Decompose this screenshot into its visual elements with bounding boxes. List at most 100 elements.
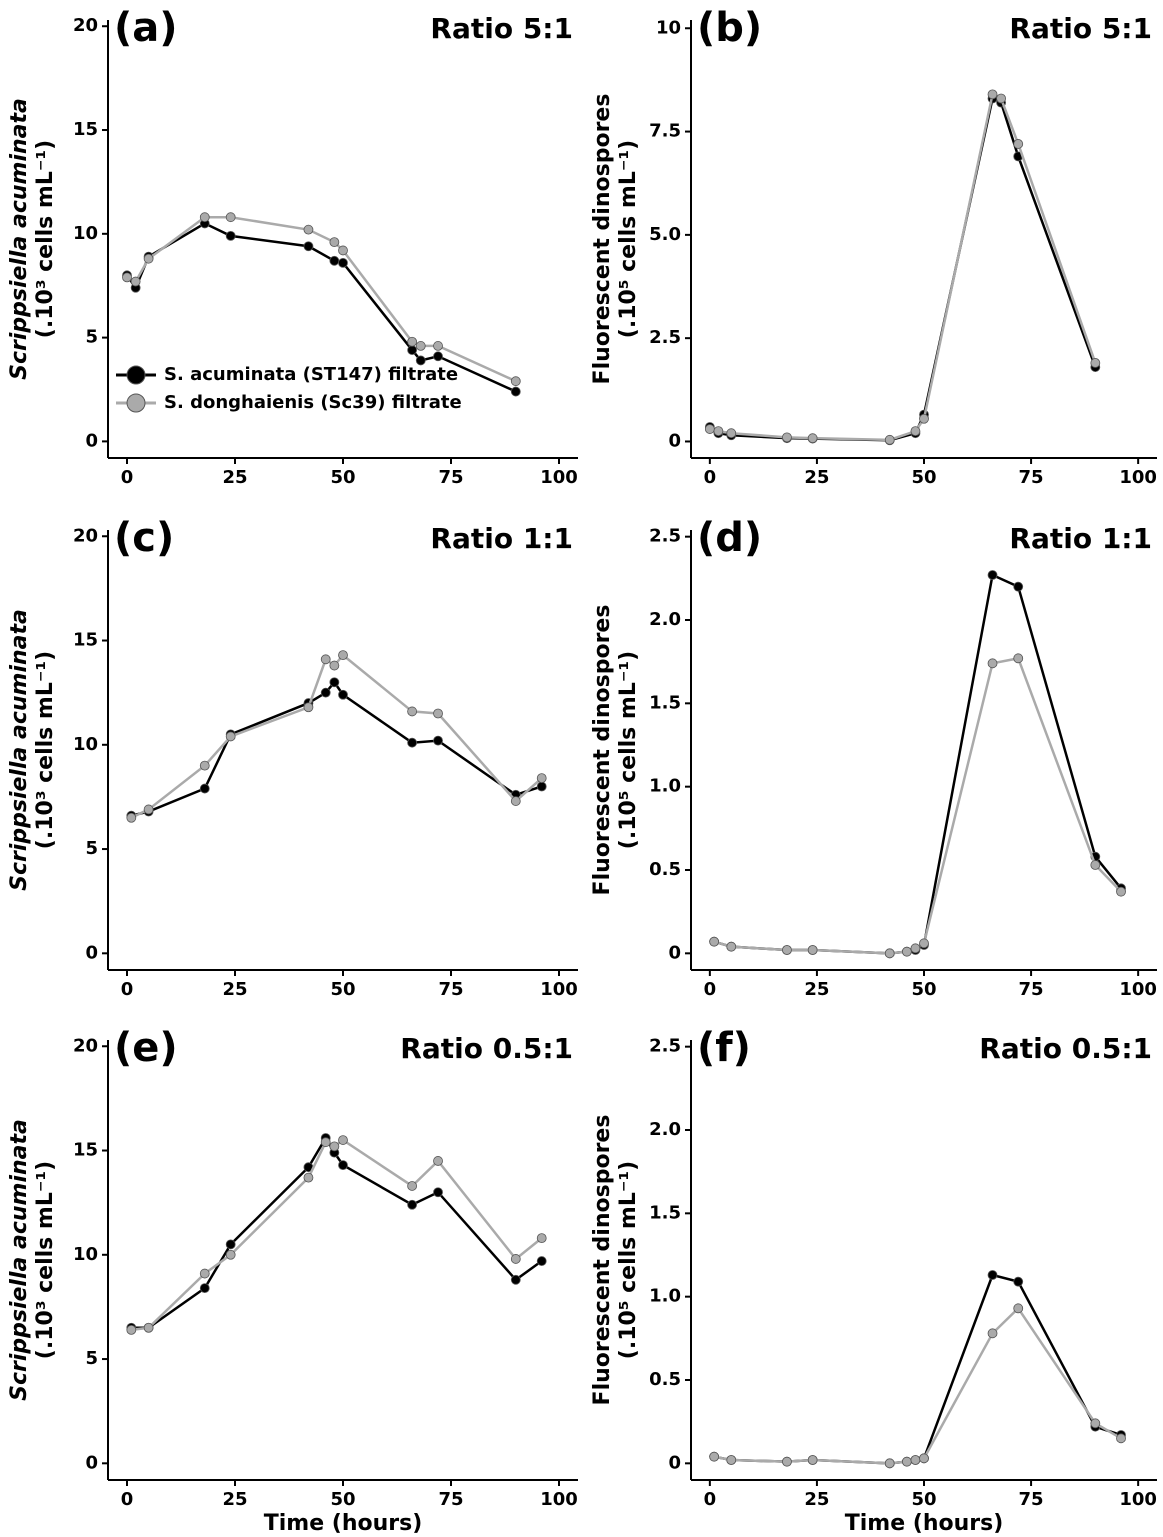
data-point bbox=[726, 941, 737, 952]
x-tick-label: 0 bbox=[121, 979, 134, 1000]
series-line bbox=[131, 1138, 543, 1332]
data-point bbox=[726, 428, 737, 439]
data-point bbox=[1090, 1418, 1101, 1429]
x-tick-label: 75 bbox=[438, 1489, 463, 1510]
data-point bbox=[901, 1456, 912, 1467]
data-point bbox=[807, 433, 818, 444]
x-tick-label: 50 bbox=[911, 979, 936, 1000]
x-tick-label: 50 bbox=[330, 1489, 355, 1510]
x-axis-label: Time (hours) bbox=[264, 1511, 423, 1536]
data-point bbox=[433, 1156, 443, 1166]
panel-label: (d) bbox=[697, 515, 762, 561]
y-tick-label: 15 bbox=[73, 1140, 98, 1161]
data-point bbox=[1013, 139, 1024, 149]
data-point bbox=[987, 570, 998, 580]
data-point bbox=[407, 1199, 418, 1210]
panel-label: (b) bbox=[697, 5, 762, 51]
data-point bbox=[199, 1283, 210, 1294]
x-tick-label: 75 bbox=[438, 467, 463, 488]
y-tick-label: 10 bbox=[73, 734, 98, 755]
data-point bbox=[433, 735, 443, 746]
series-line bbox=[713, 573, 1122, 955]
data-point bbox=[1013, 581, 1024, 592]
x-tick-label: 100 bbox=[540, 979, 578, 1000]
x-tick-label: 50 bbox=[330, 979, 355, 1000]
y-tick-label: 1.5 bbox=[649, 1202, 681, 1223]
data-point bbox=[510, 796, 521, 806]
data-point bbox=[303, 702, 314, 713]
panel-title: Ratio 5:1 bbox=[430, 12, 573, 45]
data-point bbox=[199, 212, 210, 223]
data-point bbox=[225, 1239, 236, 1250]
y-axis-label: (.10³ cells mL⁻¹) bbox=[33, 140, 58, 338]
y-axis-label: (.10⁵ cells mL⁻¹) bbox=[616, 140, 641, 338]
panel: 0 0.5 1.0 1.5 2.0 2.5 0 25 50 75 100 (f) Ratio 0.5:1… bbox=[590, 1025, 1157, 1536]
data-point bbox=[199, 1268, 210, 1279]
panel-label: (e) bbox=[114, 1025, 178, 1071]
x-tick-label: 25 bbox=[804, 467, 829, 488]
y-tick-label: 5 bbox=[85, 1348, 98, 1369]
x-tick-label: 50 bbox=[330, 467, 355, 488]
data-point bbox=[910, 943, 921, 954]
panel-title: Ratio 5:1 bbox=[1009, 12, 1152, 45]
x-tick-label: 25 bbox=[222, 1489, 247, 1510]
y-tick-label: 15 bbox=[73, 119, 98, 140]
x-tick-label: 75 bbox=[1019, 467, 1044, 488]
data-point bbox=[704, 424, 715, 434]
data-point bbox=[143, 1322, 154, 1333]
data-point bbox=[415, 341, 426, 351]
x-tick-label: 25 bbox=[804, 1489, 829, 1510]
x-axis-label: Time (hours) bbox=[845, 1511, 1004, 1536]
y-tick-label: 0 bbox=[668, 430, 681, 451]
data-point bbox=[303, 1172, 314, 1183]
x-tick-label: 25 bbox=[222, 979, 247, 1000]
legend-label: S. donghaienis (Sc39) filtrate bbox=[164, 392, 462, 413]
data-point bbox=[510, 386, 521, 397]
y-tick-label: 2.5 bbox=[649, 327, 681, 348]
data-point bbox=[338, 245, 348, 256]
data-point bbox=[782, 945, 792, 955]
data-point bbox=[338, 1160, 348, 1171]
data-point bbox=[726, 1455, 737, 1465]
y-tick-label: 20 bbox=[73, 15, 98, 36]
y-tick-label: 1.5 bbox=[649, 692, 681, 713]
data-point bbox=[919, 1453, 929, 1464]
data-point bbox=[433, 351, 443, 362]
data-point bbox=[901, 946, 912, 957]
y-axis-label: (.10⁵ cells mL⁻¹) bbox=[616, 651, 641, 849]
x-tick-label: 25 bbox=[222, 467, 247, 488]
data-point bbox=[807, 1455, 818, 1465]
data-point bbox=[433, 1187, 443, 1198]
data-point bbox=[987, 1328, 998, 1339]
series-line bbox=[131, 680, 543, 817]
data-point bbox=[329, 677, 340, 688]
series-line bbox=[713, 1306, 1122, 1465]
x-tick-label: 50 bbox=[911, 467, 936, 488]
y-axis-label: Scrippsiella acuminata bbox=[7, 609, 32, 891]
data-point bbox=[303, 241, 314, 252]
x-tick-label: 0 bbox=[121, 467, 134, 488]
y-tick-label: 2.0 bbox=[649, 1119, 681, 1140]
data-point bbox=[320, 1137, 331, 1148]
data-point bbox=[910, 426, 921, 437]
y-tick-label: 20 bbox=[73, 1035, 98, 1056]
panel-label: (c) bbox=[114, 515, 174, 561]
y-tick-label: 10 bbox=[656, 17, 681, 38]
data-point bbox=[884, 1458, 895, 1469]
data-point bbox=[510, 1254, 521, 1264]
panel: 0 5 10 15 20 0 25 50 75 100 (e) Ratio 0.5:1 Scrippsi… bbox=[7, 1025, 578, 1536]
y-axis-label: Scrippsiella acuminata bbox=[7, 98, 32, 380]
series-line bbox=[709, 92, 1097, 442]
data-point bbox=[225, 1249, 236, 1260]
y-tick-label: 0.5 bbox=[649, 1369, 681, 1390]
panel-title: Ratio 0.5:1 bbox=[400, 1032, 573, 1065]
x-tick-label: 50 bbox=[911, 1489, 936, 1510]
x-tick-label: 100 bbox=[540, 1489, 578, 1510]
data-point bbox=[510, 376, 521, 387]
panel: 0 5 10 15 20 0 25 50 75 100 (a) Ratio 5:1 Scrippsiel… bbox=[7, 5, 578, 488]
data-point bbox=[884, 948, 895, 959]
data-point bbox=[126, 1324, 137, 1335]
y-tick-label: 1.0 bbox=[649, 776, 681, 797]
